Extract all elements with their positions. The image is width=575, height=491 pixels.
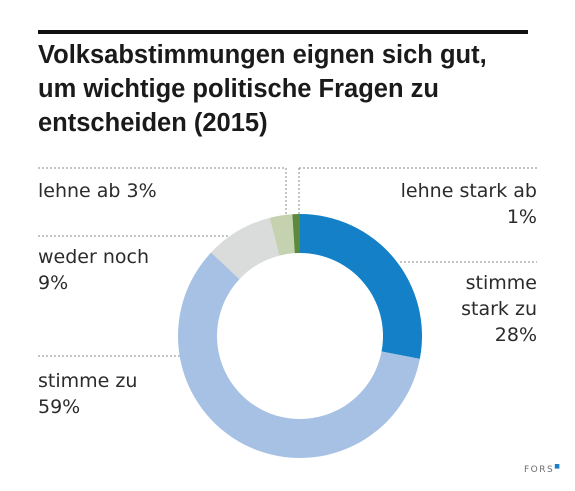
label-weder-noch-line-1: weder noch xyxy=(38,246,149,268)
label-stimme-stark-zu-line-2: stark zu xyxy=(461,298,537,320)
title-rule xyxy=(38,30,528,34)
title-line-1: Volksabstimmungen eignen sich gut, xyxy=(38,41,487,69)
label-stimme-stark-zu-line-1: stimme xyxy=(465,272,537,294)
title-line-2: um wichtige politische Fragen zu xyxy=(38,75,439,103)
leader-lines xyxy=(38,167,537,357)
fors-logo: FORS■ xyxy=(524,463,560,475)
label-stimme-zu-line-1: stimme zu xyxy=(38,370,138,392)
label-stimme-zu-line-2: 59% xyxy=(38,396,81,418)
label-lehne-stark-ab-line-2: 1% xyxy=(506,206,537,228)
label-weder-noch: weder noch 9% xyxy=(38,244,149,296)
label-stimme-zu: stimme zu 59% xyxy=(38,368,137,420)
slice-stimme-zu xyxy=(178,252,420,458)
slice-stimme-stark-zu xyxy=(300,214,422,359)
slice-lehne-ab xyxy=(269,214,295,256)
label-lehne-ab-line-1: lehne ab 3% xyxy=(38,180,157,202)
slice-weder-noch xyxy=(211,217,280,280)
brand-name: FORS xyxy=(524,465,555,475)
label-weder-noch-line-2: 9% xyxy=(38,272,69,294)
label-stimme-stark-zu-line-3: 28% xyxy=(494,324,537,346)
label-stimme-stark-zu: stimme stark zu 28% xyxy=(461,270,537,348)
label-lehne-stark-ab-line-1: lehne stark ab xyxy=(400,180,537,202)
brand-mark: ■ xyxy=(554,463,560,470)
donut-slices xyxy=(178,214,422,458)
label-lehne-ab: lehne ab 3% xyxy=(38,178,157,204)
slice-lehne-stark-ab xyxy=(292,214,300,254)
label-lehne-stark-ab: lehne stark ab 1% xyxy=(401,178,537,230)
chart-title: Volksabstimmungen eignen sich gut, um wi… xyxy=(38,38,538,140)
title-line-3: entscheiden (2015) xyxy=(38,109,268,137)
